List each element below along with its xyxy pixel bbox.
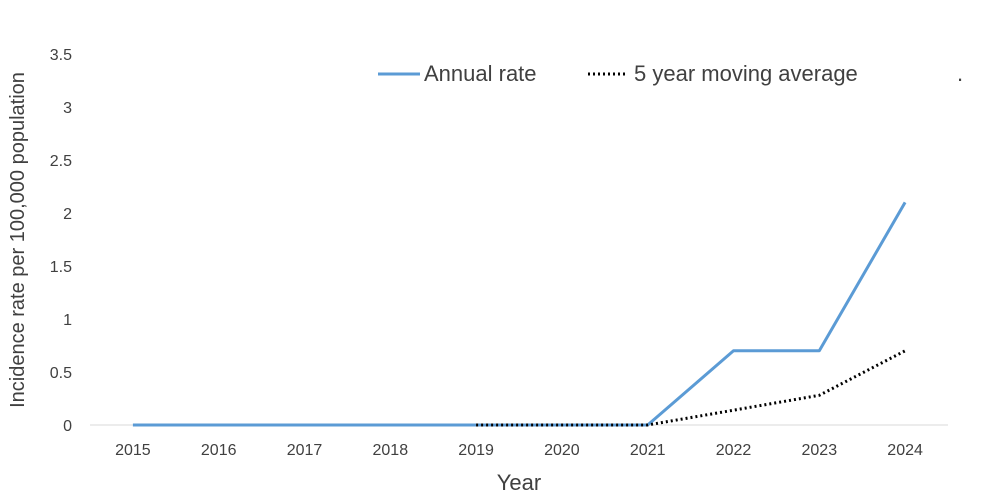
x-tick-label: 2018: [373, 442, 409, 459]
y-tick-label: 2: [63, 206, 72, 223]
x-tick-label: 2020: [544, 442, 580, 459]
x-axis-ticks: 2015 2016 2017 2018 2019 2020 2021 2022 2023 2024: [115, 442, 923, 459]
legend-label-annual-rate: Annual rate: [424, 61, 537, 86]
legend-label-moving-average: 5 year moving average: [634, 61, 858, 86]
y-tick-label: 2.5: [50, 153, 72, 170]
y-tick-label: 1: [63, 312, 72, 329]
y-tick-label: 1.5: [50, 259, 72, 276]
y-tick-label: 0: [63, 418, 72, 435]
x-tick-label: 2022: [716, 442, 752, 459]
x-tick-label: 2024: [887, 442, 923, 459]
x-tick-label: 2015: [115, 442, 151, 459]
series-line-annual-rate: [133, 202, 905, 425]
x-tick-label: 2016: [201, 442, 237, 459]
y-axis-label: Incidence rate per 100,000 population: [7, 72, 29, 408]
y-tick-label: 3: [63, 100, 72, 117]
y-axis-ticks: 0 0.5 1 1.5 2 2.5 3 3.5: [50, 47, 72, 435]
y-tick-label: 0.5: [50, 365, 72, 382]
x-tick-label: 2019: [458, 442, 494, 459]
legend: Annual rate 5 year moving average .: [378, 61, 963, 86]
legend-trailing-mark: .: [957, 61, 963, 86]
x-tick-label: 2023: [802, 442, 838, 459]
series-layer: [133, 202, 905, 425]
x-tick-label: 2021: [630, 442, 666, 459]
y-tick-label: 3.5: [50, 47, 72, 64]
x-tick-label: 2017: [287, 442, 323, 459]
x-axis-label: Year: [497, 470, 541, 495]
